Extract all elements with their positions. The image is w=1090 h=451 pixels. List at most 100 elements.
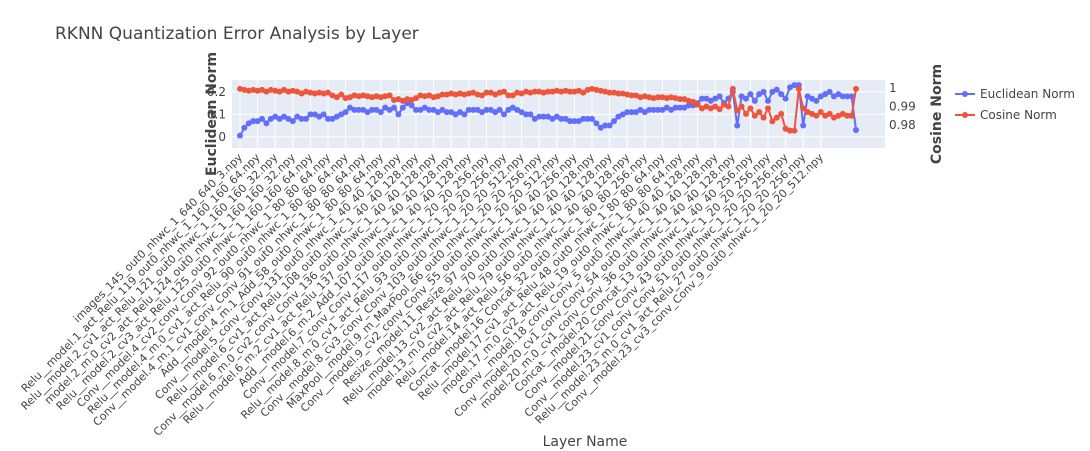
series-marker <box>237 132 243 139</box>
series-marker <box>615 90 622 97</box>
series-marker <box>320 111 327 118</box>
series-marker <box>716 93 723 100</box>
series-marker <box>650 106 657 113</box>
series-marker <box>773 114 780 121</box>
y2-axis-title: Cosine Norm <box>929 64 945 164</box>
series-marker <box>527 111 534 118</box>
series-marker <box>483 106 490 113</box>
series-marker <box>685 102 692 109</box>
series-marker <box>751 97 758 104</box>
series-marker <box>333 94 340 101</box>
y2-tick-label: 0.98 <box>889 118 916 132</box>
series-marker <box>479 92 485 99</box>
x-axis-title: Layer Name <box>543 434 628 450</box>
series-marker <box>787 127 793 134</box>
series-marker <box>729 85 736 92</box>
series-marker <box>325 89 331 96</box>
series-marker <box>584 115 591 122</box>
series-marker <box>624 109 631 116</box>
series-marker <box>611 118 617 125</box>
series-marker <box>760 88 767 95</box>
chart-title: RKNN Quantization Error Analysis by Laye… <box>55 24 419 44</box>
series-marker <box>694 101 701 108</box>
series-marker <box>791 127 798 134</box>
y2-tick-label: 1 <box>889 81 897 95</box>
series-marker <box>443 109 450 116</box>
series-marker <box>531 88 538 95</box>
series-marker <box>716 106 723 113</box>
series-marker <box>751 112 758 119</box>
series-marker <box>853 85 859 92</box>
series-marker <box>241 124 248 131</box>
series-marker <box>558 115 565 122</box>
series-marker <box>523 111 529 118</box>
series-marker <box>690 98 697 105</box>
legend-marker <box>962 112 968 118</box>
series-marker <box>773 86 780 93</box>
series-marker <box>826 88 833 95</box>
series-marker <box>756 109 763 116</box>
series-marker <box>338 91 345 98</box>
series-marker <box>483 89 490 96</box>
series-marker <box>677 96 683 103</box>
series-marker <box>778 110 785 117</box>
legend-marker <box>962 91 968 97</box>
series-marker <box>795 85 802 92</box>
series-marker <box>743 110 749 117</box>
series-marker <box>536 113 543 120</box>
series-marker <box>778 91 785 98</box>
series-marker <box>628 109 635 116</box>
series-marker <box>289 118 296 125</box>
series-marker <box>817 109 824 116</box>
series-marker <box>369 106 375 113</box>
series-marker <box>496 106 503 113</box>
series-marker <box>567 88 573 95</box>
series-marker <box>760 114 767 121</box>
legend-label: Euclidean Norm <box>980 87 1075 101</box>
series-marker <box>355 106 362 113</box>
series-marker <box>765 97 771 104</box>
series-marker <box>628 92 635 99</box>
series-marker <box>298 115 305 122</box>
series-marker <box>848 93 855 100</box>
y-axis-title: Euclidean Norm <box>204 52 220 176</box>
series-marker <box>853 127 859 134</box>
series-marker <box>712 103 719 110</box>
series-marker <box>391 104 397 111</box>
series-marker <box>501 111 507 118</box>
series-marker <box>813 112 820 119</box>
series-marker <box>580 89 587 96</box>
series-marker <box>672 104 679 111</box>
series-marker <box>593 120 600 127</box>
series-marker <box>509 92 516 99</box>
series-marker <box>844 93 851 100</box>
series-marker <box>505 92 512 99</box>
series-marker <box>699 95 705 102</box>
series-marker <box>677 104 683 111</box>
series-marker <box>259 115 265 122</box>
series-marker <box>738 103 745 110</box>
series-marker <box>395 111 402 118</box>
series-marker <box>303 115 309 122</box>
series-marker <box>606 122 613 129</box>
series-marker <box>250 118 257 125</box>
series-marker <box>413 95 419 102</box>
series-marker <box>747 105 754 112</box>
series-marker <box>413 106 419 113</box>
series-marker <box>826 110 833 117</box>
legend-label: Cosine Norm <box>980 108 1057 122</box>
series-marker <box>426 106 433 113</box>
series-marker <box>571 118 578 125</box>
y-tick-label: 0.2 <box>207 85 226 99</box>
series-marker <box>734 122 741 129</box>
series-marker <box>589 115 595 122</box>
series-marker <box>782 95 789 102</box>
series-marker <box>540 113 547 120</box>
series-marker <box>461 111 468 118</box>
series-marker <box>839 93 846 100</box>
series-marker <box>439 91 446 98</box>
series-marker <box>734 107 741 114</box>
series-marker <box>800 122 807 129</box>
